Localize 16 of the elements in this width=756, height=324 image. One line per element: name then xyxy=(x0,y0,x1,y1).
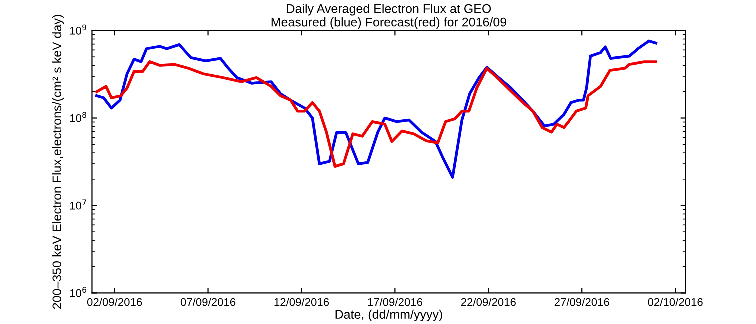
y-tick-label: 10$^{9}$ xyxy=(70,24,86,35)
x-axis-title: Date, (dd/mm/yyyy) xyxy=(336,310,442,322)
line-series xyxy=(96,60,658,168)
y-tick-label: 10$^{7}$ xyxy=(70,200,86,210)
x-tick-label: 02/09/2016 xyxy=(87,298,142,306)
x-tick-label: 27/09/2016 xyxy=(554,298,610,306)
x-tick-label: 17/09/2016 xyxy=(368,298,423,306)
x-tick-label: 07/09/2016 xyxy=(180,298,236,306)
x-tick-label: 22/09/2016 xyxy=(461,298,516,306)
x-tick-label: 02/10/2016 xyxy=(648,298,703,306)
y-tick-label: 10$^{6}$ xyxy=(70,287,87,298)
x-tick-label: 12/09/2016 xyxy=(274,298,330,306)
y-axis-title: 200–350 keV Electron Flux,electrons/(cm² s keV day) xyxy=(52,15,64,309)
y-tick-label: 10$^{8}$ xyxy=(70,112,86,122)
chart-title: Daily Averaged Electron Flux at GEO xyxy=(287,4,492,16)
chart-subtitle: Measured (blue) Forecast(red) for 2016/09 xyxy=(272,18,506,30)
